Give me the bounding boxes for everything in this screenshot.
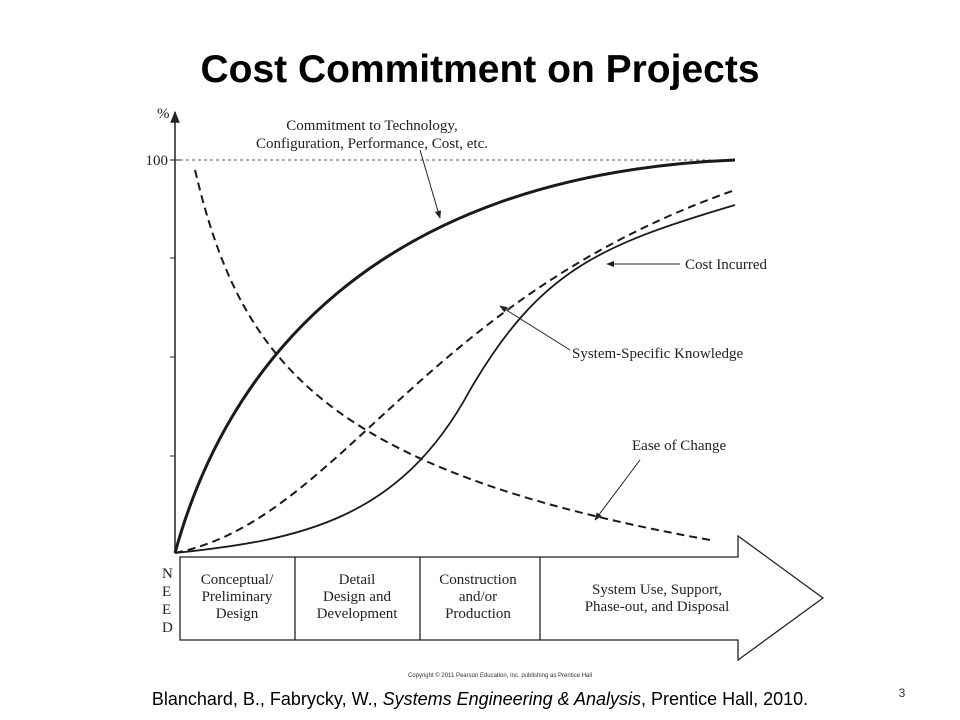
need-letter: N xyxy=(162,566,173,582)
curve-label: Ease of Change xyxy=(632,438,726,454)
cost-curve xyxy=(174,204,736,554)
curve-label: Cost Incurred xyxy=(685,257,768,273)
phase-label: Detail xyxy=(339,572,376,588)
citation-part: Blanchard, B., Fabrycky, W., xyxy=(152,689,383,709)
phase-arrow xyxy=(179,534,825,662)
phase-label: and/or xyxy=(459,589,497,605)
phase-label: Preliminary xyxy=(202,589,273,605)
citation-part: Systems Engineering & Analysis xyxy=(383,689,641,709)
phase-label: Phase-out, and Disposal xyxy=(585,599,730,615)
commitment-curve xyxy=(173,158,736,554)
y-axis-label: % xyxy=(157,106,170,122)
need-letter: E xyxy=(162,602,171,618)
ease-curve xyxy=(194,169,711,541)
need-letter: D xyxy=(162,620,173,636)
phase-label: Design xyxy=(216,606,259,622)
need-letter: E xyxy=(162,584,171,600)
phase-label: Design and xyxy=(323,589,391,605)
title: Cost Commitment on Projects xyxy=(200,48,759,91)
curve-label: System-Specific Knowledge xyxy=(572,346,744,362)
phase-label: Conceptual/ xyxy=(201,572,274,588)
citation: Blanchard, B., Fabrycky, W., Systems Eng… xyxy=(152,689,808,709)
knowledge-curve xyxy=(174,189,736,554)
phase-label: Production xyxy=(445,606,511,622)
axes xyxy=(170,110,735,553)
page-number: 3 xyxy=(899,686,906,700)
citation-part: , Prentice Hall, 2010. xyxy=(641,689,808,709)
phase-label: Construction xyxy=(439,572,517,588)
phase-label: System Use, Support, xyxy=(592,582,722,598)
curve-label: Commitment to Technology, xyxy=(286,118,457,134)
curve-label: Configuration, Performance, Cost, etc. xyxy=(256,136,488,152)
copyright: Copyright © 2011 Pearson Education, Inc.… xyxy=(408,672,592,679)
y-tick-label: 100 xyxy=(146,153,169,169)
phase-label: Development xyxy=(317,606,399,622)
